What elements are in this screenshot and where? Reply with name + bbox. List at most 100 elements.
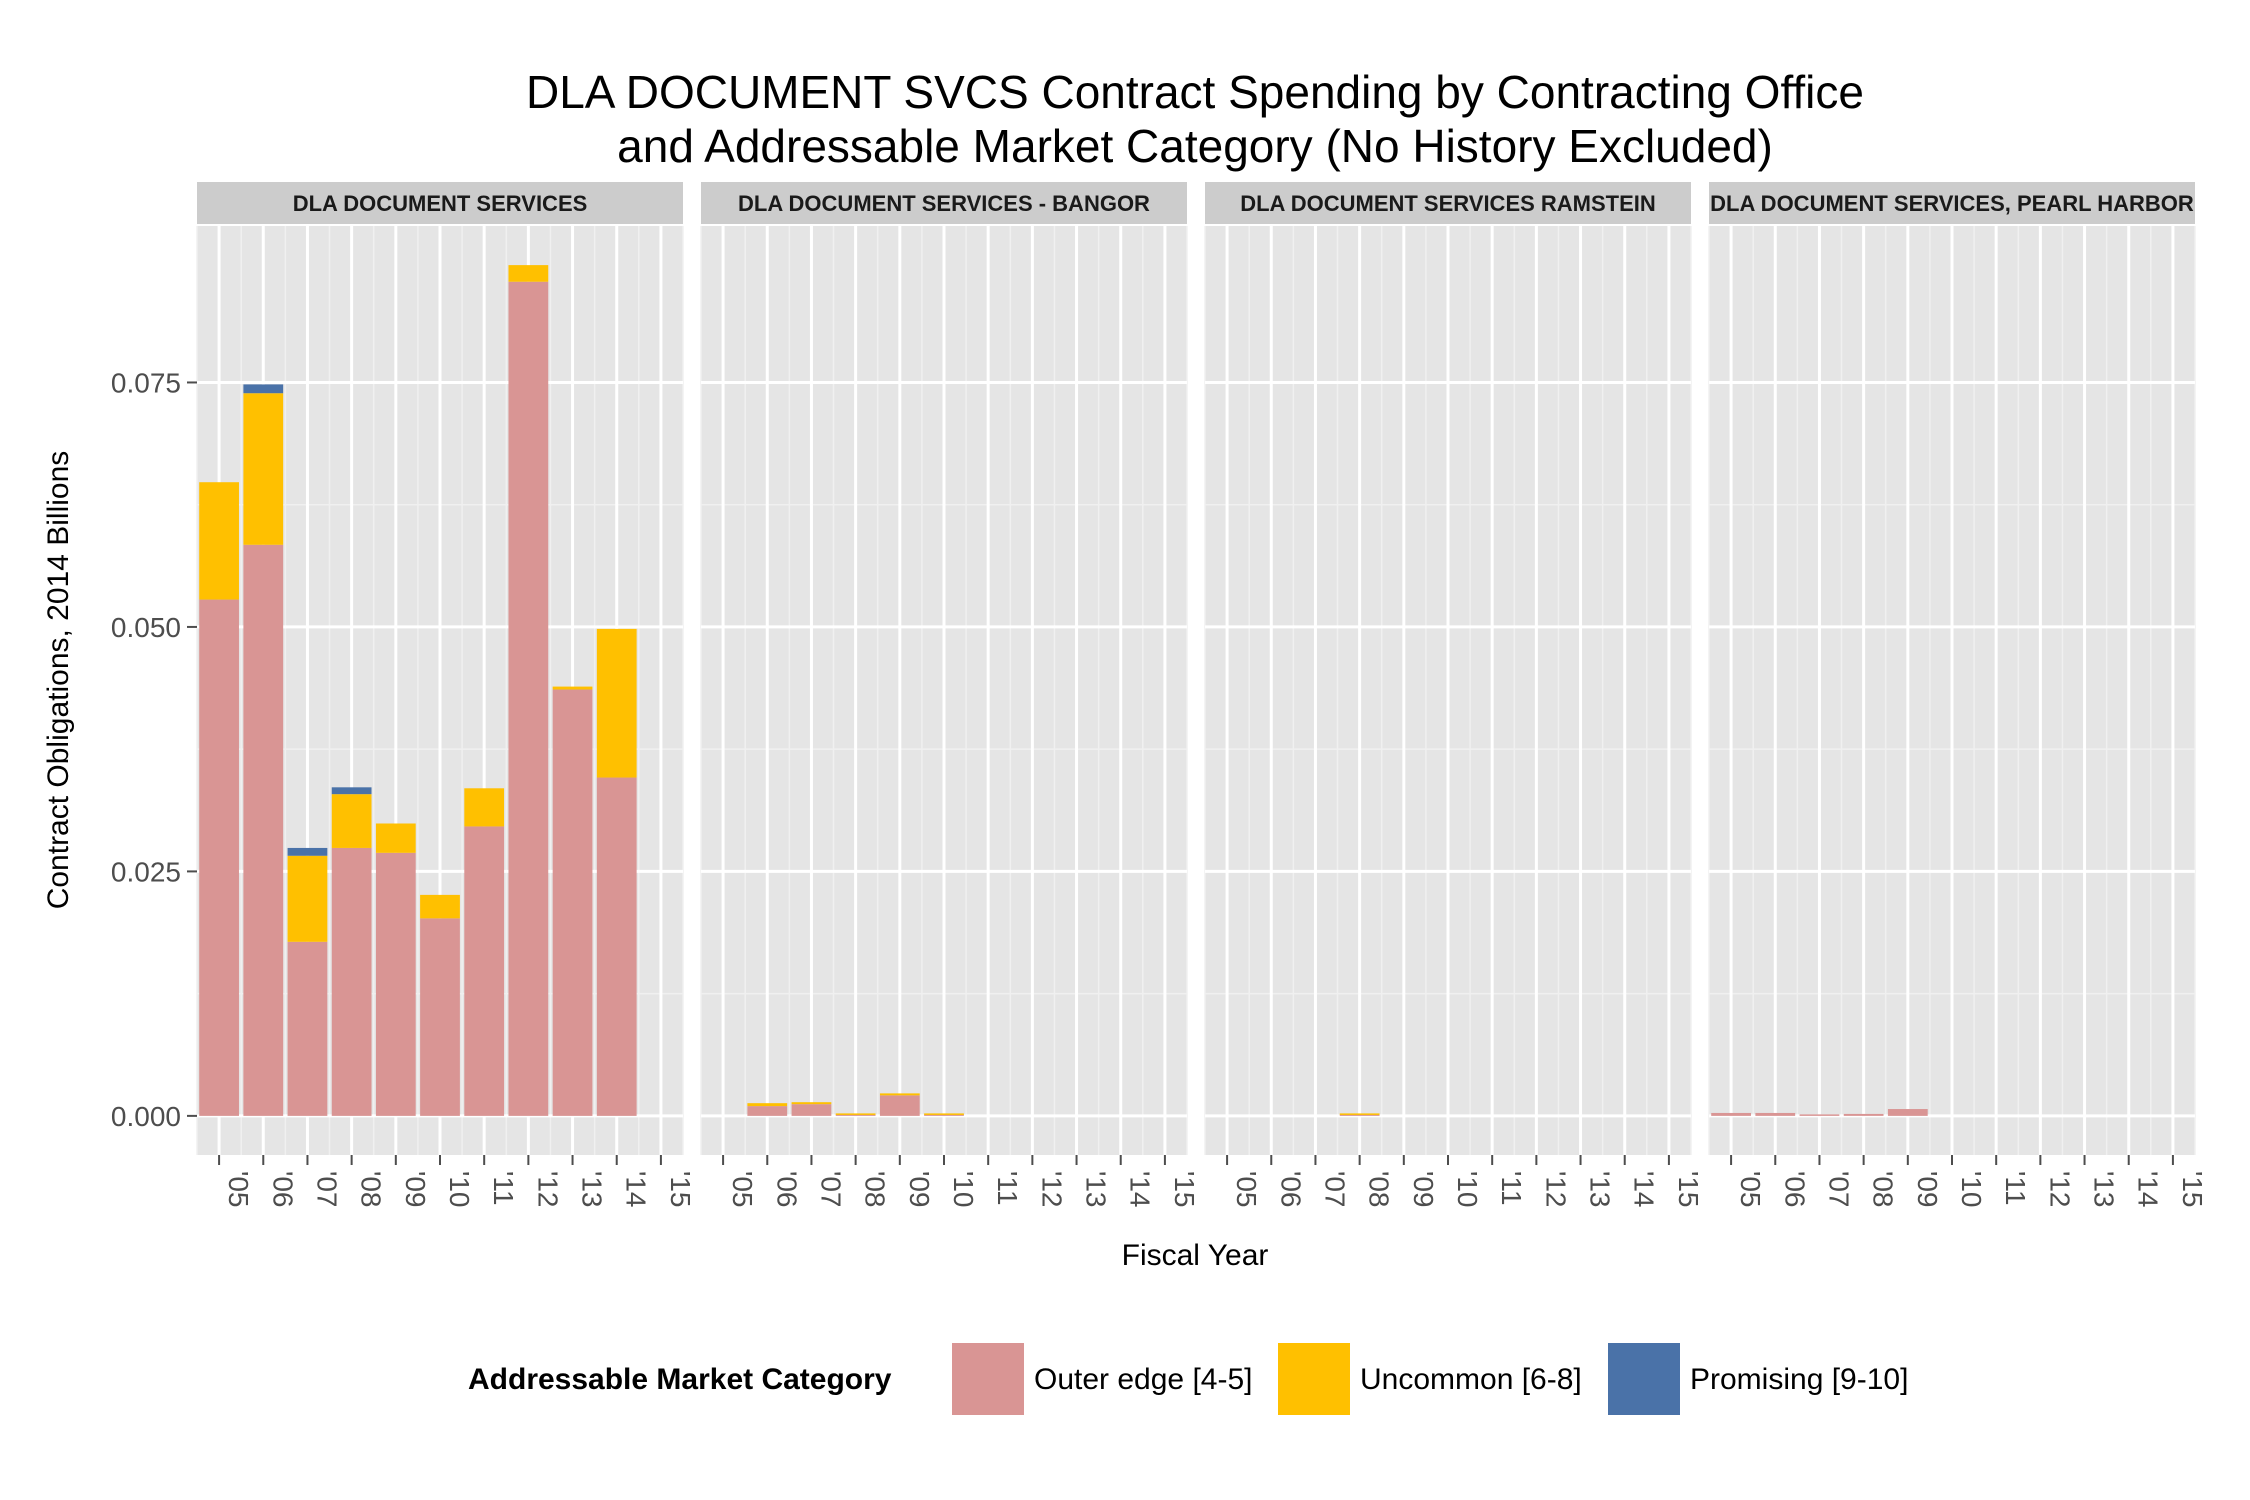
facet-panel-dla-document-services: DLA DOCUMENT SERVICES '05 '06 '07 '08 '09 '10 '… (196, 182, 696, 1208)
x-tick-label: '15 (1169, 1171, 1200, 1208)
bar-segment-outer-edge-4-5-06 (747, 1106, 788, 1116)
bar-segment-outer-edge-4-5-08 (1339, 1114, 1380, 1116)
bar-segment-outer-edge-4-5-12 (508, 281, 549, 1116)
x-tick-label: '10 (444, 1171, 475, 1208)
x-tick-label: '09 (904, 1171, 935, 1208)
chart-title-line-1: DLA DOCUMENT SVCS Contract Spending by C… (526, 66, 1864, 118)
x-tick-label: '08 (356, 1171, 387, 1208)
bar-segment-promising-9-10-07 (287, 847, 328, 856)
facet-strip-label: DLA DOCUMENT SERVICES (293, 191, 588, 216)
bar-segment-uncommon-6-8-08 (835, 1113, 876, 1115)
bar-segment-uncommon-6-8-05 (199, 482, 239, 600)
legend-swatch-outer-edge (952, 1343, 1024, 1415)
y-tick-label: 0.000 (111, 1101, 181, 1132)
chart-title-line-2: and Addressable Market Category (No Hist… (617, 120, 1773, 172)
x-tick-label: '13 (2089, 1171, 2120, 1208)
x-tick-label: '14 (1629, 1171, 1660, 1208)
facet-strip-label: DLA DOCUMENT SERVICES, PEARL HARBOR (1710, 191, 2194, 216)
bar-segment-uncommon-6-8-09 (375, 823, 416, 853)
bar-segment-promising-9-10-06 (243, 384, 284, 394)
legend-swatch-uncommon (1278, 1343, 1350, 1415)
legend-label-outer-edge: Outer edge [4-5] (1034, 1363, 1252, 1396)
x-tick-label: '12 (1540, 1171, 1571, 1208)
x-tick-label: '05 (223, 1171, 254, 1208)
x-tick-label: '06 (267, 1171, 298, 1208)
bar-segment-uncommon-6-8-14 (596, 628, 637, 778)
legend: Addressable Market Category Outer edge [… (468, 1343, 1908, 1415)
y-tick-label: 0.025 (111, 856, 181, 887)
x-tick-label: '09 (400, 1171, 431, 1208)
x-tick-label: '07 (815, 1171, 846, 1208)
x-tick-label: '14 (2133, 1171, 2164, 1208)
bar-segment-uncommon-6-8-06 (747, 1103, 788, 1107)
legend-swatch-promising (1608, 1343, 1680, 1415)
x-tick-label: '10 (1956, 1171, 1987, 1208)
x-tick-label: '07 (311, 1171, 342, 1208)
bar-segment-outer-edge-4-5-09 (1887, 1109, 1928, 1116)
bar-segment-uncommon-6-8-07 (791, 1102, 832, 1105)
x-tick-label: '13 (1081, 1171, 1112, 1208)
x-tick-label: '15 (2177, 1171, 2208, 1208)
legend-label-uncommon: Uncommon [6-8] (1360, 1363, 1582, 1396)
x-tick-label: '06 (1275, 1171, 1306, 1208)
x-tick-label: '13 (577, 1171, 608, 1208)
bar-segment-uncommon-6-8-06 (243, 393, 284, 545)
legend-title: Addressable Market Category (468, 1363, 892, 1396)
y-axis-label: Contract Obligations, 2014 Billions (42, 451, 75, 910)
bar-segment-uncommon-6-8-08 (1339, 1113, 1380, 1115)
facet-strip (1709, 182, 2195, 224)
x-tick-label: '10 (1452, 1171, 1483, 1208)
bar-segment-outer-edge-4-5-13 (552, 689, 593, 1116)
bar-segment-uncommon-6-8-10 (420, 894, 460, 919)
bar-segment-uncommon-6-8-11 (464, 788, 505, 827)
x-tick-label: '09 (1408, 1171, 1439, 1208)
bar-segment-uncommon-6-8-08 (331, 794, 372, 848)
bar-segment-uncommon-6-8-09 (879, 1093, 920, 1096)
bar-segment-outer-edge-4-5-10 (924, 1114, 964, 1116)
x-tick-label: '12 (1036, 1171, 1067, 1208)
x-tick-label: '07 (1823, 1171, 1854, 1208)
legend-label-promising: Promising [9-10] (1690, 1363, 1908, 1396)
facet-strip (197, 182, 683, 224)
x-tick-label: '05 (727, 1171, 758, 1208)
bar-segment-uncommon-6-8-10 (924, 1113, 964, 1115)
y-tick-label: 0.075 (111, 367, 181, 398)
x-tick-label: '06 (1779, 1171, 1810, 1208)
x-tick-label: '08 (1868, 1171, 1899, 1208)
x-tick-label: '14 (1125, 1171, 1156, 1208)
x-tick-label: '13 (1585, 1171, 1616, 1208)
facet-strip-label: DLA DOCUMENT SERVICES RAMSTEIN (1240, 191, 1656, 216)
x-tick-label: '11 (488, 1171, 519, 1205)
bar-segment-outer-edge-4-5-05 (199, 599, 239, 1116)
bar-segment-outer-edge-4-5-05 (1711, 1112, 1751, 1116)
x-tick-label: '05 (1735, 1171, 1766, 1208)
bar-segment-promising-9-10-08 (331, 787, 372, 795)
x-tick-label: '08 (860, 1171, 891, 1208)
x-tick-label: '07 (1319, 1171, 1350, 1208)
facet-panel-dla-document-services-bangor: DLA DOCUMENT SERVICES - BANGOR '05 '06 '07 '… (700, 182, 1200, 1208)
x-tick-label: '05 (1231, 1171, 1262, 1208)
x-tick-label: '15 (665, 1171, 696, 1208)
bar-segment-uncommon-6-8-07 (287, 855, 328, 942)
bar-segment-outer-edge-4-5-07 (1799, 1114, 1840, 1116)
bar-segment-outer-edge-4-5-06 (1755, 1112, 1796, 1116)
x-tick-label: '09 (1912, 1171, 1943, 1208)
facet-panel-dla-document-services-ramstein: DLA DOCUMENT SERVICES RAMSTEIN '05 '06 '07 '… (1204, 182, 1704, 1208)
bar-segment-uncommon-6-8-12 (508, 265, 549, 282)
bar-segment-outer-edge-4-5-07 (287, 941, 328, 1116)
x-tick-label: '12 (2044, 1171, 2075, 1208)
facet-panels: DLA DOCUMENT SERVICES '05 '06 '07 '08 '09 '10 '… (196, 182, 2208, 1208)
bar-segment-outer-edge-4-5-14 (596, 777, 637, 1116)
x-tick-label: '11 (2000, 1171, 2031, 1205)
bar-segment-outer-edge-4-5-08 (331, 847, 372, 1116)
y-tick-label: 0.050 (111, 612, 181, 643)
bar-segment-outer-edge-4-5-08 (835, 1114, 876, 1116)
x-tick-label: '11 (1496, 1171, 1527, 1205)
y-axis: 0.000 0.025 0.050 0.075 (111, 367, 197, 1132)
bar-segment-outer-edge-4-5-08 (1843, 1113, 1884, 1116)
bar-segment-outer-edge-4-5-06 (243, 544, 284, 1116)
x-tick-label: '10 (948, 1171, 979, 1208)
x-tick-label: '15 (1673, 1171, 1704, 1208)
facet-panel-dla-document-services-pearl-harbor: DLA DOCUMENT SERVICES, PEARL HARBOR '05 '0… (1708, 182, 2208, 1208)
